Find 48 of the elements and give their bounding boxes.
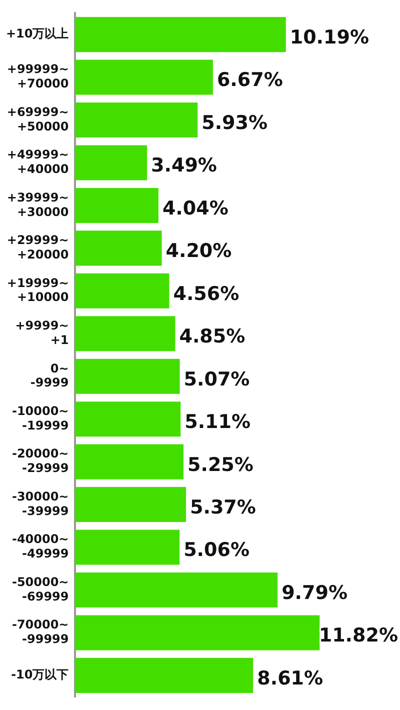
y-tick-label: 0~ -9999 bbox=[30, 361, 69, 390]
data-label: 5.93% bbox=[202, 112, 268, 134]
data-label: 4.04% bbox=[162, 197, 228, 220]
data-label: 3.49% bbox=[151, 154, 217, 177]
y-tick-label: +29999~ +20000 bbox=[6, 233, 69, 262]
bar bbox=[74, 145, 148, 180]
y-tick-label: +49999~ +40000 bbox=[6, 148, 69, 176]
y-tick-label: +9999~ +1 bbox=[15, 318, 69, 347]
data-label: 6.67% bbox=[216, 69, 283, 92]
bar bbox=[74, 530, 180, 565]
y-tick-label: +39999~ +30000 bbox=[6, 190, 69, 219]
bar bbox=[74, 572, 278, 608]
y-tick-label: +99999~ +70000 bbox=[6, 62, 69, 91]
bar bbox=[74, 487, 186, 522]
data-label: 5.11% bbox=[184, 411, 251, 434]
data-label: 4.56% bbox=[173, 282, 240, 305]
bar bbox=[74, 102, 198, 138]
data-label: 4.85% bbox=[179, 326, 246, 348]
data-label: 10.19% bbox=[290, 26, 370, 48]
data-label: 5.07% bbox=[184, 368, 250, 390]
data-label: 5.25% bbox=[188, 454, 254, 476]
bar bbox=[74, 230, 162, 266]
y-tick-label: -10000~ -19999 bbox=[12, 404, 69, 432]
bar bbox=[74, 188, 158, 223]
data-label: 4.20% bbox=[166, 240, 232, 262]
bar bbox=[74, 358, 180, 394]
y-tick-label: +69999~ +50000 bbox=[6, 104, 69, 134]
bar bbox=[74, 444, 184, 480]
y-tick-label: -20000~ -29999 bbox=[12, 446, 69, 476]
bar bbox=[74, 273, 170, 308]
y-tick-label: -10万以下 bbox=[11, 668, 69, 682]
data-label: 5.37% bbox=[190, 496, 256, 518]
data-label: 11.82% bbox=[318, 624, 398, 647]
y-tick-label: -40000~ -49999 bbox=[12, 532, 69, 561]
data-label: 5.06% bbox=[184, 539, 250, 562]
y-tick-label: +10万以上 bbox=[6, 26, 69, 41]
bar bbox=[74, 17, 286, 52]
bar bbox=[74, 60, 213, 95]
data-label: 9.79% bbox=[282, 582, 348, 604]
bar bbox=[74, 316, 176, 352]
bar bbox=[74, 615, 320, 650]
bar bbox=[74, 658, 254, 693]
data-label: 8.61% bbox=[257, 667, 324, 690]
bar bbox=[74, 402, 181, 437]
y-tick-label: +19999~ +10000 bbox=[6, 276, 69, 304]
y-tick-label: -50000~ -69999 bbox=[12, 574, 69, 604]
y-tick-label: -30000~ -39999 bbox=[12, 489, 69, 518]
y-tick-label: -70000~ -99999 bbox=[12, 618, 69, 646]
